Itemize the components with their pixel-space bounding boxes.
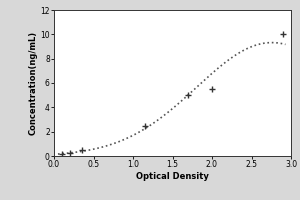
Y-axis label: Concentration(ng/mL): Concentration(ng/mL) bbox=[28, 31, 38, 135]
X-axis label: Optical Density: Optical Density bbox=[136, 172, 209, 181]
